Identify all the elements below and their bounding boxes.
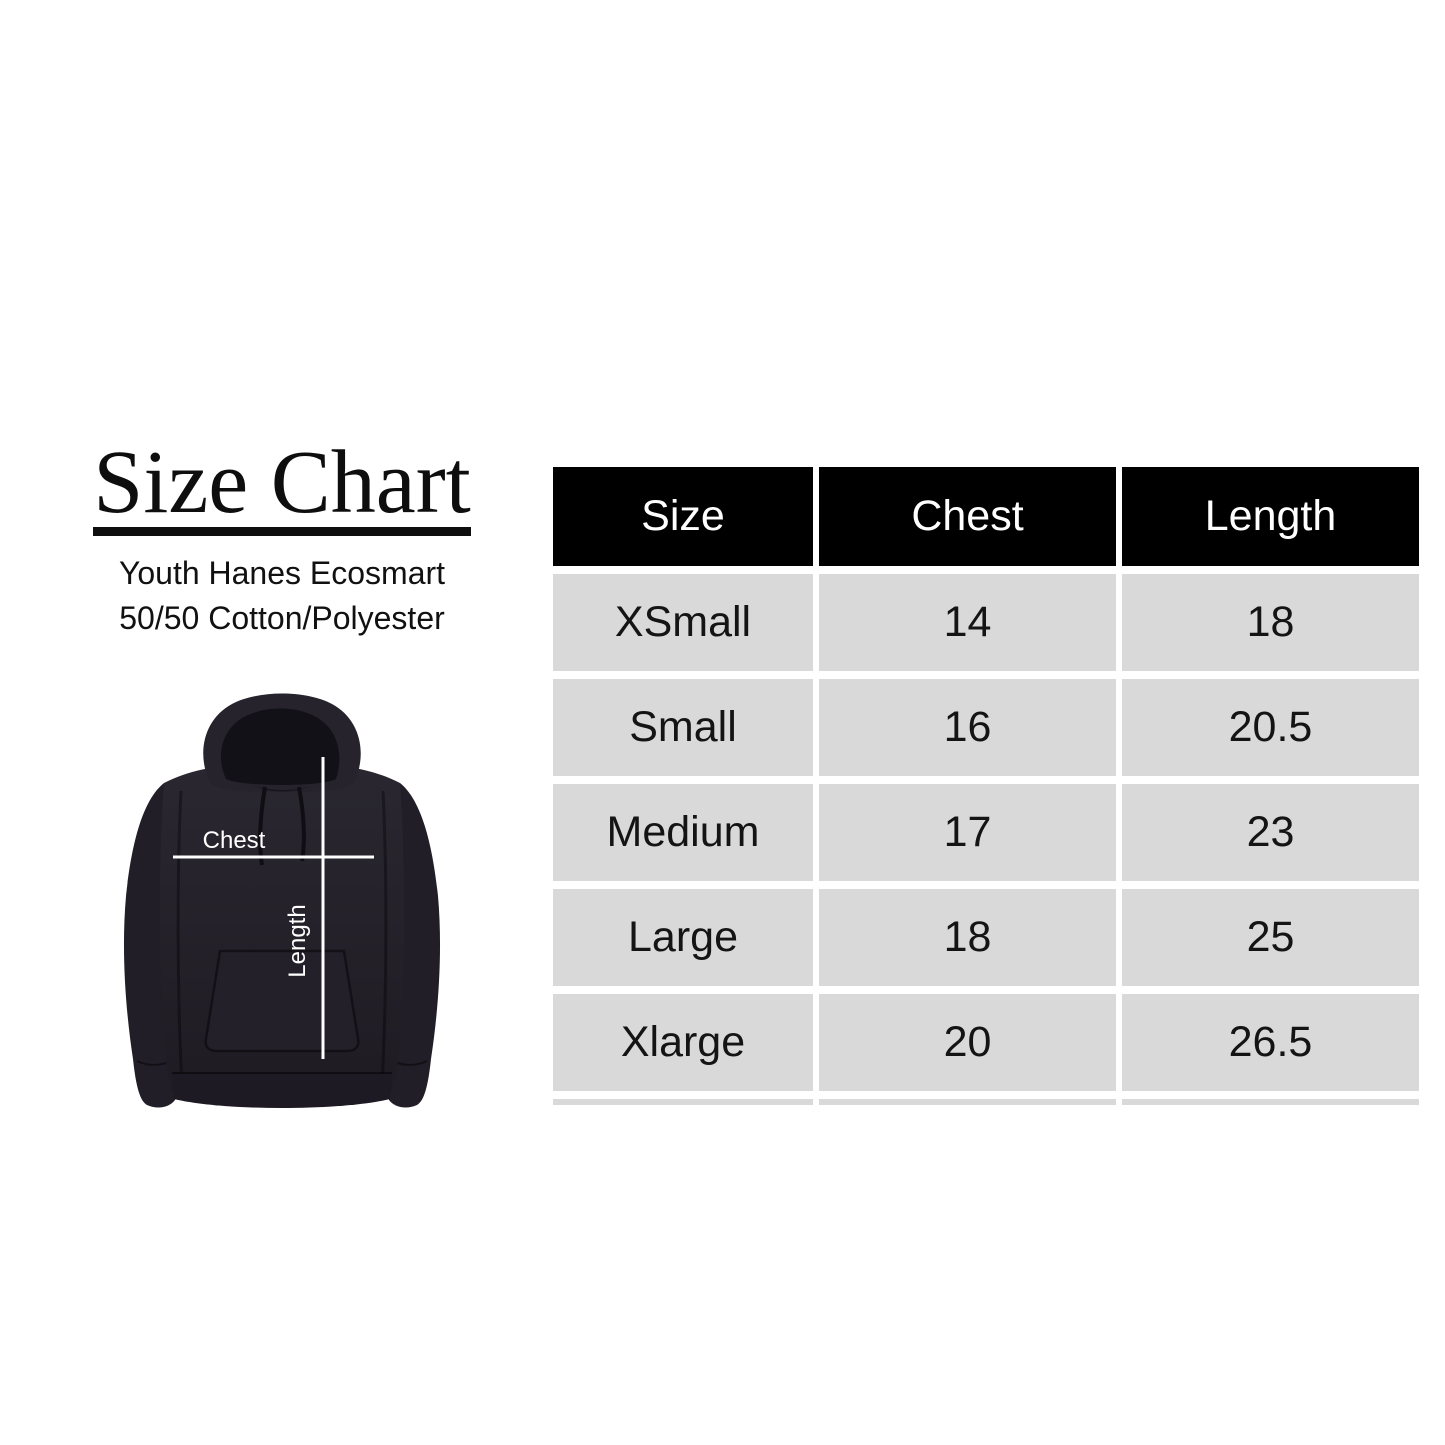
size-cell: Small <box>553 679 813 776</box>
length-cell: 26.5 <box>1122 994 1419 1091</box>
hoodie-hem <box>172 1072 392 1108</box>
length-cell: 18 <box>1122 574 1419 671</box>
column-header-chest: Chest <box>819 467 1116 566</box>
chest-measurement-label: Chest <box>203 827 266 854</box>
left-panel: Size Chart Youth Hanes Ecosmart 50/50 Co… <box>70 438 494 1121</box>
size-table: Size Chest Length XSmall 14 18 Small 16 20.5 M… <box>553 467 1419 1105</box>
chest-cell: 14 <box>819 574 1116 671</box>
page-title: Size Chart <box>93 438 471 536</box>
partial-row-cell <box>553 1099 813 1105</box>
size-cell: XSmall <box>553 574 813 671</box>
partial-row-cell <box>819 1099 1116 1105</box>
subtitle-line-1: Youth Hanes Ecosmart <box>118 554 446 591</box>
size-cell: Large <box>553 889 813 986</box>
length-measurement-label: Length <box>284 904 311 977</box>
chest-cell: 17 <box>819 784 1116 881</box>
length-cell: 23 <box>1122 784 1419 881</box>
chest-cell: 20 <box>819 994 1116 1091</box>
length-cell: 25 <box>1122 889 1419 986</box>
length-cell: 20.5 <box>1122 679 1419 776</box>
chest-cell: 18 <box>819 889 1116 986</box>
size-cell: Xlarge <box>553 994 813 1091</box>
product-subtitle: Youth Hanes Ecosmart 50/50 Cotton/Polyes… <box>70 551 494 641</box>
column-header-size: Size <box>553 467 813 566</box>
column-header-length: Length <box>1122 467 1419 566</box>
hoodie-image: Chest Length <box>123 693 441 1108</box>
hoodie-drawstring-right <box>297 786 306 862</box>
hoodie-hood-opening <box>220 708 340 785</box>
partial-row-cell <box>1122 1099 1419 1105</box>
chest-cell: 16 <box>819 679 1116 776</box>
hoodie-figure: Chest Length <box>102 691 462 1121</box>
size-cell: Medium <box>553 784 813 881</box>
subtitle-line-2: 50/50 Cotton/Polyester <box>119 599 445 636</box>
hoodie-pocket <box>204 949 360 1053</box>
